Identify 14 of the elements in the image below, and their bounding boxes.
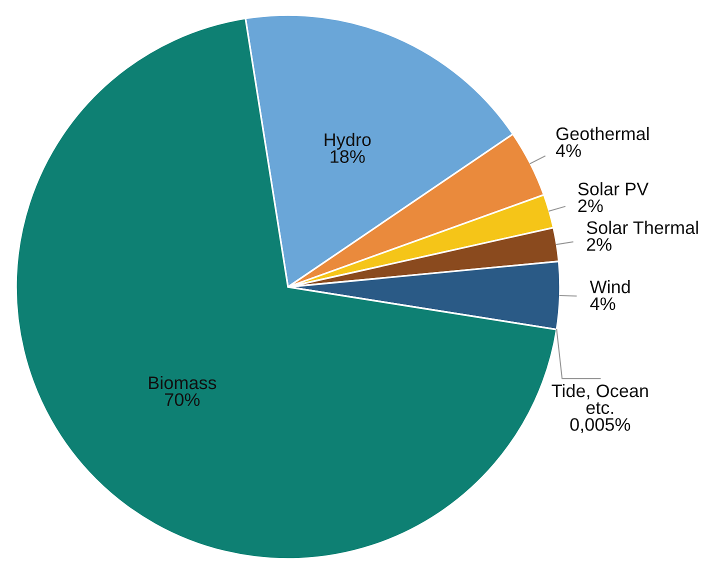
- slice-label: Wind: [590, 280, 630, 294]
- slice-label: Solar Thermal: [586, 220, 698, 234]
- data-label: 2%: [578, 199, 603, 212]
- data-label: 4%: [556, 144, 581, 157]
- slice-label: Hydro: [324, 132, 371, 150]
- data-label: 2%: [586, 238, 612, 251]
- data-label: 0,005%: [570, 418, 630, 434]
- slice-label: Tide, Ocean etc.: [552, 384, 648, 414]
- slice-label: Geothermal: [556, 126, 649, 140]
- slice-label: Solar PV: [578, 182, 649, 196]
- data-label: 70%: [165, 393, 200, 406]
- data-label: 18%: [330, 150, 365, 163]
- data-label: 4%: [590, 297, 616, 310]
- slice-label: Biomass: [149, 376, 216, 390]
